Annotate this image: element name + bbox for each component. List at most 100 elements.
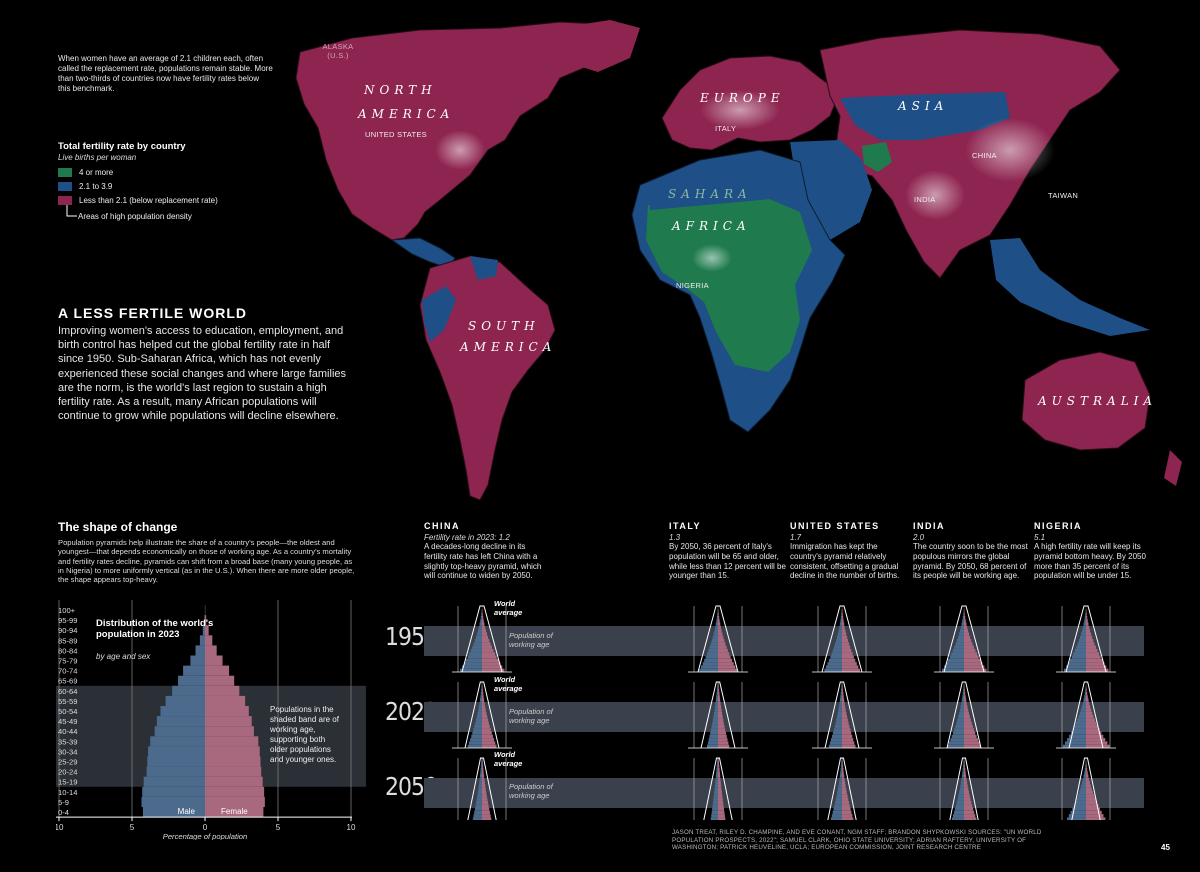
small-pyramid-bar-female <box>964 724 973 729</box>
small-pyramid-bar-male <box>475 721 482 725</box>
small-pyramid-bar-female <box>964 777 967 782</box>
small-pyramid-bar-female <box>1086 807 1101 811</box>
small-pyramid-bar-female <box>482 728 491 732</box>
small-pyramid-bar-male <box>838 705 842 709</box>
country-description: A decades-long decline in its fertility … <box>424 542 542 581</box>
small-pyramid-bar-female <box>718 715 723 719</box>
small-pyramid-bar-female <box>1086 612 1087 616</box>
small-pyramid-bar-male <box>714 708 718 712</box>
small-pyramid-bar-female <box>1086 648 1098 653</box>
small-pyramid-bar-female <box>842 728 851 732</box>
small-pyramid-bar-female <box>1086 701 1090 706</box>
pyramid-bar-male <box>148 746 205 757</box>
country-name: UNITED STATES <box>790 521 880 531</box>
small-pyramid-bar-female <box>718 668 738 672</box>
small-pyramid-bar-female <box>842 800 850 805</box>
small-pyramid-bar-male <box>473 642 482 646</box>
small-pyramid-bar-female <box>1086 774 1089 778</box>
small-pyramid-bar-male <box>1076 645 1086 649</box>
density-glow-us-east <box>435 130 485 170</box>
small-pyramid-bar-female <box>1086 688 1087 692</box>
country-description: By 2050, 36 percent of Italy's populatio… <box>669 542 786 581</box>
place-label-taiwan: TAIWAN <box>1048 191 1079 200</box>
small-pyramid-bar-male <box>830 817 842 820</box>
small-pyramid-bar-female <box>842 761 843 765</box>
middle-east-blue-region <box>790 140 872 240</box>
age-group-label: 50-54 <box>58 707 77 716</box>
small-pyramid-bar-male <box>954 807 964 811</box>
pyramid-bar-male <box>150 736 205 747</box>
small-pyramid-bar-female <box>964 662 983 666</box>
small-pyramid-bar-female <box>718 724 725 729</box>
small-pyramid-bar-female <box>964 774 967 778</box>
small-pyramid-bar-female <box>482 632 488 636</box>
small-pyramid-bar-male <box>840 771 842 775</box>
small-pyramid-bar-female <box>842 698 845 702</box>
small-pyramid-bar-female <box>842 705 846 709</box>
small-pyramid-bar-male <box>1079 635 1086 639</box>
small-pyramid-bar-male <box>1062 744 1086 748</box>
small-pyramid-bar-female <box>842 814 853 818</box>
small-pyramid-bar-male <box>1072 807 1086 811</box>
small-pyramid-bar-female <box>964 734 977 739</box>
world-average-outline <box>946 681 982 749</box>
small-pyramid-bar-female <box>964 691 966 696</box>
small-pyramid-bar-male <box>707 652 718 656</box>
small-pyramid-bar-male <box>1066 665 1086 669</box>
world-average-outline <box>1071 757 1101 820</box>
small-pyramid-bar-female <box>842 774 845 778</box>
small-pyramid-bar-male <box>705 655 718 659</box>
small-pyramid-bar-male <box>839 698 842 702</box>
small-pyramid-bar-female <box>1086 708 1092 712</box>
small-pyramid-bar-female <box>842 615 844 620</box>
small-pyramid-bar-female <box>482 758 483 762</box>
small-pyramid-bar-male <box>837 632 842 636</box>
small-pyramid-bar-male <box>828 658 842 663</box>
small-pyramid-bar-female <box>718 777 721 782</box>
small-pyramid-bar-female <box>718 758 719 762</box>
country-column-united-states: UNITED STATES 1.7 Immigration has kept the… <box>790 521 908 581</box>
small-pyramid-bar-female <box>964 708 969 712</box>
small-pyramid-bar-female <box>1086 721 1097 725</box>
region-label-sahara: SAHARA <box>668 187 752 201</box>
small-pyramid-bar-female <box>1086 652 1100 656</box>
small-pyramid-bar-female <box>842 794 848 798</box>
small-pyramid-bar-female <box>964 718 971 722</box>
small-pyramid-bar-female <box>842 701 845 706</box>
small-pyramid-bar-female <box>482 734 493 739</box>
small-pyramid-bar-female <box>964 688 965 692</box>
small-pyramid-bar-male <box>839 777 842 782</box>
small-pyramid-bar-female <box>718 691 720 696</box>
small-pyramid-bar-male <box>827 662 842 666</box>
small-pyramid-bar-male <box>473 814 482 818</box>
small-pyramid-bar-female <box>718 764 720 768</box>
small-pyramid-bar-male <box>1070 810 1086 815</box>
small-pyramid-bar-female <box>718 655 731 659</box>
small-pyramid-bar-female <box>842 708 846 712</box>
small-pyramid-bar-female <box>842 781 846 785</box>
pyramid-bar-male <box>199 635 205 646</box>
small-pyramid-bar-female <box>718 615 720 620</box>
small-pyramid-bar-female <box>718 718 724 722</box>
small-pyramid-bar-male <box>715 625 718 630</box>
small-pyramid-bar-male <box>829 741 842 745</box>
small-pyramid-bar-male <box>955 724 964 729</box>
region-label-europe: EUROPE <box>700 91 785 105</box>
small-pyramid-bar-female <box>482 715 488 719</box>
world-average-outline <box>949 757 979 820</box>
small-pyramid-bar-female <box>1086 728 1100 732</box>
small-pyramid-bar-male <box>955 642 964 646</box>
age-group-label: 60-64 <box>58 687 77 696</box>
legend-swatch-magenta <box>58 196 72 205</box>
small-pyramid-bar-male <box>716 764 718 768</box>
small-pyramid-bar-male <box>1082 625 1086 630</box>
legend-swatch-blue <box>58 182 72 191</box>
small-pyramid-bar-male <box>476 797 482 801</box>
pyramid-bar-male <box>141 796 205 807</box>
small-pyramid-bar-male <box>833 807 842 811</box>
small-pyramid-bar-male <box>959 711 964 715</box>
small-pyramid-bar-male <box>953 810 964 815</box>
small-pyramid-bar-female <box>964 642 973 646</box>
small-pyramid-bar-female <box>964 791 970 795</box>
